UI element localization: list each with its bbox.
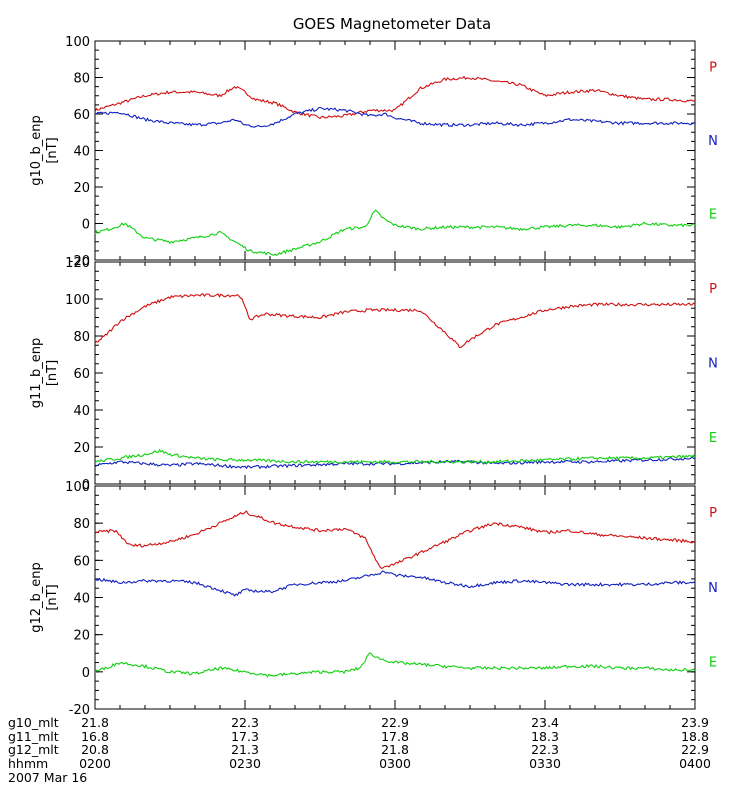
x-tick-label: 21.8 <box>81 715 109 730</box>
legend-E: E <box>709 656 717 671</box>
series-line-N <box>94 456 696 470</box>
legend-P: P <box>709 506 717 521</box>
x-tick-label: 20.8 <box>81 742 109 757</box>
legend-P: P <box>709 61 717 76</box>
y-tick-label: -20 <box>69 254 90 269</box>
chart-title: GOES Magnetometer Data <box>293 15 491 33</box>
x-tick-label: 23.9 <box>681 715 709 730</box>
y-tick-label: 60 <box>73 108 90 123</box>
panel-frame <box>94 485 696 710</box>
x-tick-label: 17.8 <box>381 729 409 744</box>
x-tick-label: 17.3 <box>231 729 259 744</box>
x-tick-label: 0330 <box>529 756 561 771</box>
x-tick-label: 22.9 <box>681 742 709 757</box>
legend-P: P <box>709 282 717 297</box>
panel-2: 0 20 40 60 80 100 120 g11_b_enp [nT] P N E <box>29 256 718 493</box>
series-line-P <box>94 75 696 120</box>
x-tick-label: 22.3 <box>531 742 559 757</box>
x-tick-label: 16.8 <box>81 729 109 744</box>
y-axis-label: g10_b_enp <box>29 115 44 186</box>
series-line-N <box>94 106 696 128</box>
legend-N: N <box>708 134 718 149</box>
panel-1: -20 0 20 40 60 80 100 g10_b_enp [nT] P N E <box>29 35 718 269</box>
y-tick-label: 100 <box>65 293 90 308</box>
x-tick-label: 0230 <box>229 756 261 771</box>
series-line-E <box>94 448 696 465</box>
x-tick-label: 21.3 <box>231 742 259 757</box>
x-tick-label: 18.3 <box>531 729 559 744</box>
series-line-E <box>94 652 696 678</box>
y-axis-unit: [nT] <box>45 137 60 163</box>
x-row-label: g11_mlt <box>8 729 59 744</box>
x-tick-label: 22.9 <box>381 715 409 730</box>
y-tick-label: 100 <box>65 35 90 50</box>
y-tick-label: -20 <box>69 703 90 718</box>
x-tick-label: 0400 <box>679 756 711 771</box>
y-tick-label: 20 <box>73 441 90 456</box>
y-tick-label: 40 <box>73 145 90 160</box>
series-line-P <box>94 293 696 349</box>
series-line-N <box>94 570 696 597</box>
y-tick-label: 40 <box>73 592 90 607</box>
x-tick-label: 0200 <box>79 756 111 771</box>
y-axis-label: g11_b_enp <box>29 338 44 409</box>
x-tick-label: 0300 <box>379 756 411 771</box>
legend-N: N <box>708 581 718 596</box>
y-tick-label: 100 <box>65 480 90 495</box>
x-tick-label: 18.8 <box>681 729 709 744</box>
date-label: 2007 Mar 16 <box>8 770 87 785</box>
y-tick-label: 0 <box>82 218 90 233</box>
x-row-label: g12_mlt <box>8 742 59 757</box>
y-axis-unit: [nT] <box>45 584 60 610</box>
x-row-label: g10_mlt <box>8 715 59 730</box>
x-tick-label: 23.4 <box>531 715 559 730</box>
series-line-P <box>94 510 696 570</box>
y-axis-label: g12_b_enp <box>29 562 44 633</box>
y-tick-label: 80 <box>73 330 90 345</box>
x-tick-label: 22.3 <box>231 715 259 730</box>
y-axis-unit: [nT] <box>45 360 60 386</box>
x-row-label: hhmm <box>8 756 48 771</box>
y-tick-label: 20 <box>73 629 90 644</box>
series-line-E <box>94 209 696 256</box>
panel-3: -20 0 20 40 60 80 100 g12_b_enp [nT] P N E <box>29 480 718 718</box>
y-tick-label: 60 <box>73 367 90 382</box>
y-tick-label: 120 <box>65 256 90 271</box>
y-tick-label: 0 <box>82 478 90 493</box>
y-tick-label: 80 <box>73 517 90 532</box>
legend-E: E <box>709 431 717 446</box>
legend-N: N <box>708 356 718 371</box>
y-tick-label: 40 <box>73 404 90 419</box>
x-axis-labels: g10_mlt 21.8 22.3 22.9 23.4 23.9 g11_mlt 16.8 17… <box>8 715 711 785</box>
y-tick-label: 60 <box>73 554 90 569</box>
panel-frame <box>94 40 696 261</box>
y-tick-label: 80 <box>73 72 90 87</box>
legend-E: E <box>709 207 717 222</box>
x-tick-label: 21.8 <box>381 742 409 757</box>
y-tick-label: 20 <box>73 181 90 196</box>
y-tick-label: 0 <box>82 666 90 681</box>
